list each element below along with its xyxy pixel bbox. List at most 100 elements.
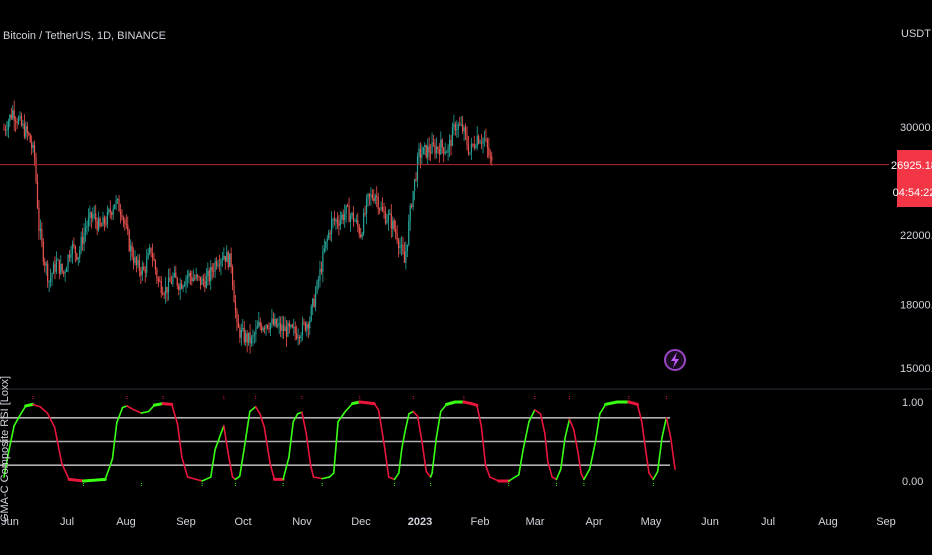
candle xyxy=(96,217,98,236)
rsi-segment xyxy=(393,472,400,481)
candle xyxy=(135,256,138,273)
rsi-segment xyxy=(176,423,183,459)
candle xyxy=(70,246,72,263)
candle xyxy=(370,187,372,206)
candle xyxy=(326,234,328,251)
candle xyxy=(480,133,483,150)
candle xyxy=(23,114,25,140)
candle xyxy=(427,138,429,165)
candle xyxy=(147,247,149,260)
indicator-axis[interactable]: 1.00 0.00 xyxy=(902,397,923,488)
candle xyxy=(488,137,490,159)
candle xyxy=(380,201,382,212)
rsi-segment xyxy=(288,420,295,459)
candle xyxy=(215,256,218,270)
candle xyxy=(259,317,261,331)
time-axis[interactable]: Jun Jul Aug Sep Oct Nov Dec 2023 Feb Mar Apr May Jun… xyxy=(1,516,896,528)
time-tick-label: Dec xyxy=(351,516,371,528)
candle xyxy=(430,144,432,162)
candle xyxy=(347,203,349,208)
candle xyxy=(182,284,184,293)
candle xyxy=(310,304,312,323)
candle xyxy=(282,316,285,339)
candle xyxy=(281,315,283,339)
time-tick-label: Apr xyxy=(585,516,602,528)
candle xyxy=(425,144,427,160)
candle xyxy=(264,325,266,334)
candle xyxy=(387,209,389,231)
candle xyxy=(323,238,325,254)
candle xyxy=(399,237,401,255)
candle xyxy=(86,220,88,236)
candle xyxy=(173,266,175,279)
candle xyxy=(229,253,231,268)
candle xyxy=(84,217,87,242)
candle xyxy=(412,190,414,211)
candle xyxy=(463,125,465,142)
candle xyxy=(419,142,422,169)
candle xyxy=(393,218,395,232)
candle xyxy=(218,254,221,272)
candle xyxy=(421,144,423,165)
candle xyxy=(435,137,438,159)
price-axis[interactable]: 30000.00 22000.00 18000.00 15000.00 xyxy=(900,122,932,375)
candle xyxy=(89,205,91,227)
lightning-bolt-icon[interactable] xyxy=(664,349,686,371)
candle xyxy=(266,324,269,330)
candle xyxy=(239,324,241,344)
indicator-title[interactable]: GMA-C Composite RSI [Loxx] xyxy=(0,376,11,522)
candle xyxy=(291,323,293,329)
candle xyxy=(242,318,244,332)
rsi-segment xyxy=(425,470,432,478)
candle xyxy=(293,318,295,336)
candle xyxy=(443,146,445,163)
candle xyxy=(303,318,305,326)
candle xyxy=(374,193,376,205)
rsi-segment xyxy=(7,424,15,455)
candle xyxy=(170,275,173,285)
candle xyxy=(221,251,223,267)
rsi-segment xyxy=(480,424,487,467)
candle xyxy=(475,143,477,150)
candle xyxy=(386,213,388,225)
rsi-segment xyxy=(292,413,299,423)
candle xyxy=(132,247,135,270)
candle xyxy=(312,297,314,316)
candle xyxy=(55,251,58,275)
candle xyxy=(122,215,124,228)
candle xyxy=(348,197,350,223)
candle xyxy=(73,237,75,249)
rsi-segment xyxy=(661,416,668,439)
candle xyxy=(131,241,133,261)
candle xyxy=(134,250,136,266)
candle xyxy=(25,121,27,140)
rsi-segment xyxy=(400,432,406,451)
candle xyxy=(395,220,397,240)
candle xyxy=(376,186,378,208)
rsi-segment xyxy=(111,421,118,460)
rsi-segment xyxy=(301,411,308,435)
rsi-segment xyxy=(234,475,241,481)
candle xyxy=(328,229,330,240)
rsi-segment xyxy=(337,410,347,423)
candle xyxy=(306,321,308,337)
candle xyxy=(338,215,340,236)
rsi-segment xyxy=(577,452,582,474)
rsi-segment xyxy=(555,468,562,481)
candle xyxy=(320,261,323,275)
candle xyxy=(125,214,127,229)
rsi-segment xyxy=(489,476,500,482)
candle xyxy=(71,240,74,264)
candle xyxy=(208,267,210,286)
symbol-title[interactable]: Bitcoin / TetherUS, 1D, BINANCE xyxy=(3,30,166,42)
candle xyxy=(130,239,132,262)
candle xyxy=(210,259,212,291)
price-tick-label: 30000.00 xyxy=(900,122,932,134)
candle xyxy=(277,318,279,329)
candle xyxy=(181,279,183,290)
candle xyxy=(472,143,474,148)
candle xyxy=(160,276,162,298)
candle xyxy=(4,124,7,136)
